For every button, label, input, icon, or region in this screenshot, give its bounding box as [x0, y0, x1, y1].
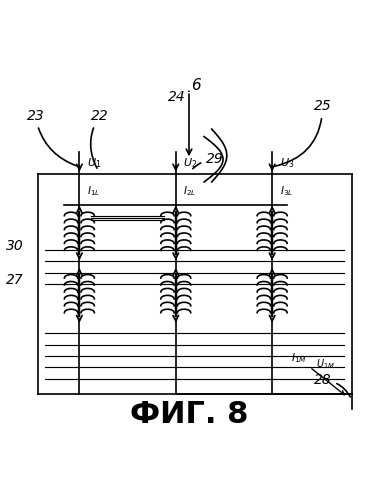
Text: 23: 23 [26, 108, 77, 166]
Text: 29: 29 [193, 152, 224, 168]
Text: 27: 27 [6, 273, 24, 287]
Text: $U_3$: $U_3$ [280, 156, 294, 170]
Text: 22: 22 [91, 108, 108, 168]
Text: 24: 24 [168, 90, 189, 104]
Text: 30: 30 [6, 239, 24, 253]
Text: ФИГ. 8: ФИГ. 8 [130, 400, 248, 429]
Text: $U_2$: $U_2$ [183, 156, 198, 170]
Text: $I_{1M}$: $I_{1M}$ [291, 352, 344, 395]
Text: $I_{1L}$: $I_{1L}$ [87, 184, 100, 198]
Text: 6: 6 [191, 78, 201, 93]
Text: 28: 28 [314, 373, 350, 397]
Text: $U_{1M}$: $U_{1M}$ [316, 357, 335, 371]
Text: $I_{2L}$: $I_{2L}$ [183, 184, 197, 198]
Text: 25: 25 [275, 99, 332, 166]
Text: $U_1$: $U_1$ [87, 156, 101, 170]
Text: $I_{3L}$: $I_{3L}$ [280, 184, 293, 198]
